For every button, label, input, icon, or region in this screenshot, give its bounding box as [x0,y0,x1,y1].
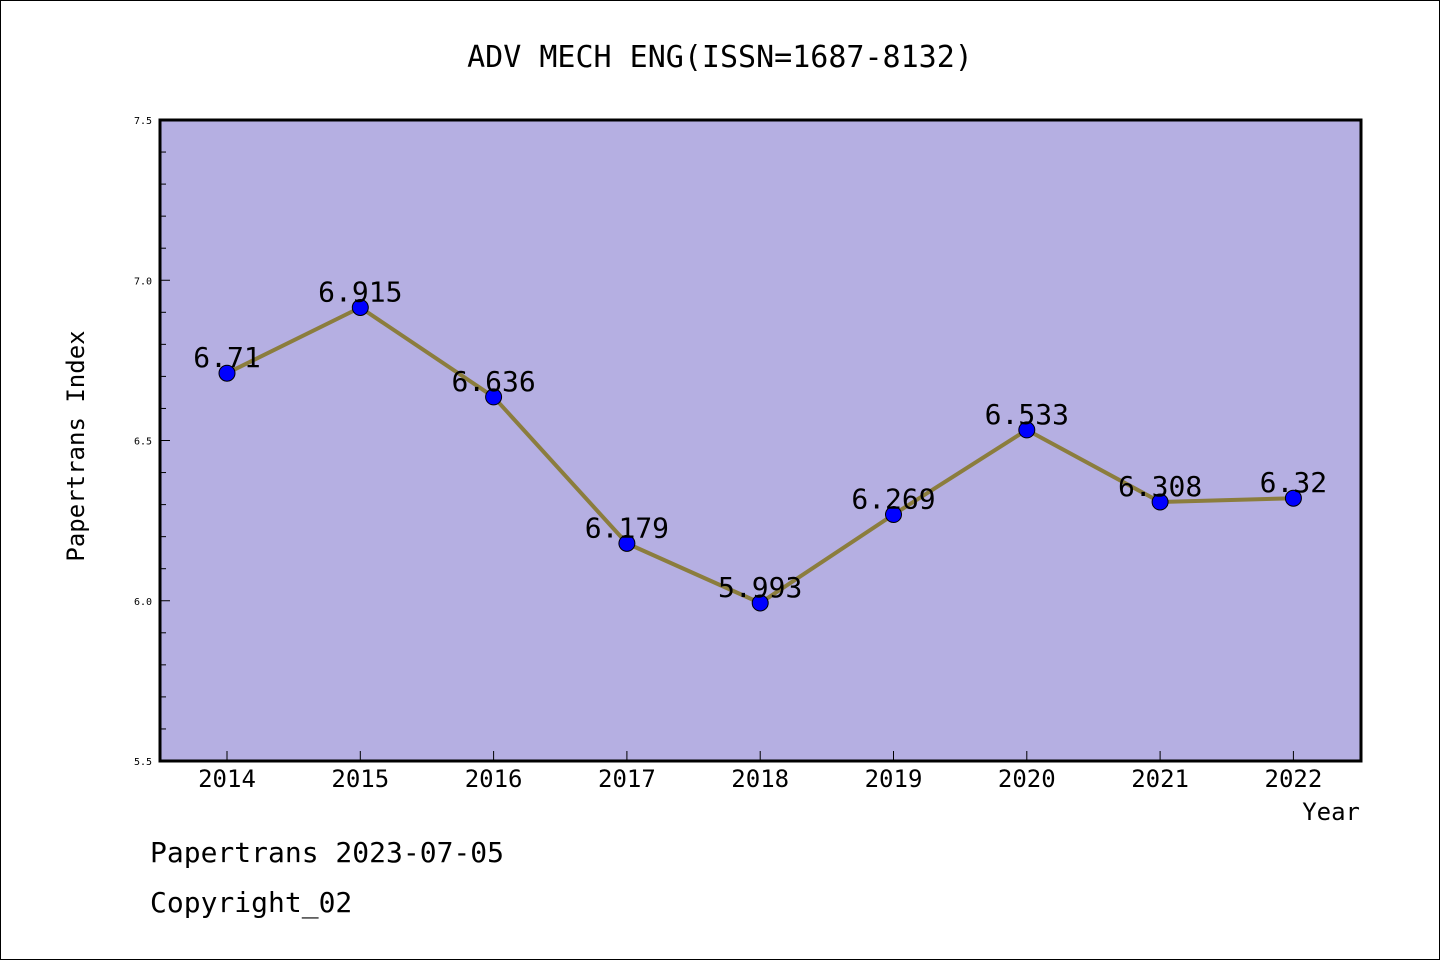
y-tick-label: 7.0 [134,276,152,287]
data-label: 6.269 [851,483,935,516]
data-label: 6.915 [318,275,402,308]
data-label: 6.71 [193,341,260,374]
y-tick-label: 7.5 [134,116,152,127]
chart-title: ADV MECH ENG(ISSN=1687-8132) [467,40,973,75]
y-tick-label: 5.5 [134,757,152,768]
data-point [351,298,369,316]
x-tick-label: 2022 [1265,765,1323,793]
data-label: 6.636 [451,365,535,398]
plot-area [158,118,1363,763]
data-label: 6.533 [985,398,1069,431]
y-tick-label: 6.5 [134,437,152,448]
x-tick-label: 2015 [331,765,389,793]
x-axis-label: Year [1302,798,1360,826]
x-tick-label: 2021 [1131,765,1189,793]
y-axis-ticks: 5.5 6.0 6.5 7.0 7.5 [134,116,170,768]
data-labels: 6.71 6.915 6.636 6.179 5.993 6.269 6.533 6.308 6… [193,275,1327,604]
y-axis-label: Papertrans Index [62,330,90,561]
data-markers [218,298,1302,612]
data-point [485,388,503,406]
x-tick-label: 2016 [465,765,523,793]
data-point [1018,421,1036,439]
footer-copyright: Copyright_02 [150,886,353,919]
data-point [885,506,902,524]
data-point [218,364,236,382]
data-label: 5.993 [718,571,802,604]
data-point [618,534,636,552]
data-label: 6.308 [1118,470,1202,503]
footer-date: Papertrans 2023-07-05 [150,836,505,869]
x-tick-label: 2014 [198,765,256,793]
data-label: 6.179 [585,511,669,544]
data-point [1284,489,1302,507]
data-point [751,594,769,612]
x-tick-label: 2018 [731,765,789,793]
x-tick-label: 2017 [598,765,656,793]
data-point [1151,493,1169,511]
x-tick-label: 2019 [865,765,923,793]
x-tick-label: 2020 [998,765,1056,793]
data-label: 6.32 [1260,466,1327,499]
x-axis-ticks: 2014 2015 2016 2017 2018 2019 2020 2021 2022 [198,751,1322,793]
y-tick-label: 6.0 [134,597,152,608]
